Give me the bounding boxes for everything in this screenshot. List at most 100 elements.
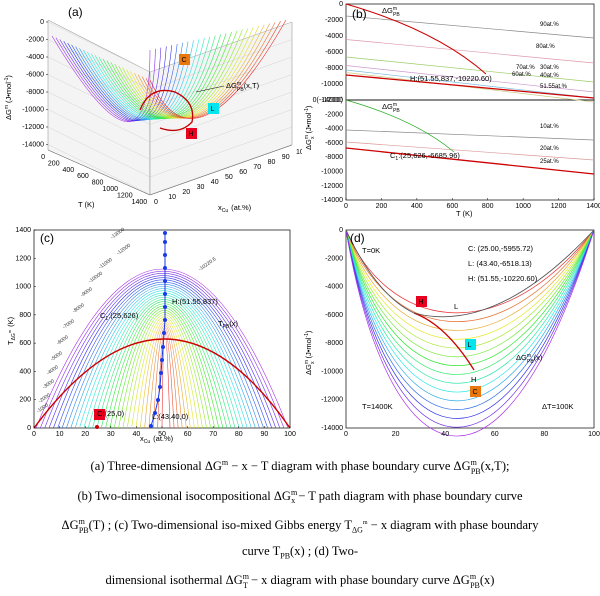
contour-value-label: -8000 [72, 302, 86, 314]
grid-line [149, 91, 293, 143]
bottom-y-tick: -2000 [325, 111, 343, 118]
panel-c: 0 200 400 600 800 1000 1200 1400 0 10 20 30 40 50 60 70… [6, 227, 296, 445]
panel-c-l-label: L:(43.40,0) [152, 412, 189, 421]
y-tick: 800 [19, 312, 31, 319]
top-y-tick: -10000 [321, 81, 343, 88]
series-line-top [345, 72, 595, 103]
isotherm-curve [345, 229, 595, 410]
isotherm-curve [345, 229, 595, 393]
isotherm-curve [345, 229, 595, 366]
bottom-y-tick: -10000 [321, 169, 343, 176]
svg-text:H: H [419, 299, 424, 306]
t-tick-label: 800 [92, 180, 104, 187]
panel-d-label: (d) [350, 231, 365, 245]
contour-line [100, 301, 228, 429]
t-tick-label: 400 [63, 167, 75, 174]
t-tick-label: 200 [48, 160, 60, 167]
z-tick-label: -10000 [22, 107, 44, 114]
panel-c-c1-label: C1:(25,626) [100, 311, 139, 322]
caption-line-4: curve TPB(x) ; (d) Two- [241, 543, 359, 561]
phase-boundary-bottom [345, 99, 455, 153]
bottom-y-tick: -4000 [325, 126, 343, 133]
panel-c-tpb-label: TPB(x) [218, 319, 239, 330]
isotherm-curve [345, 229, 595, 384]
panel-d-c-coord: C: (25.00,-5955.72) [468, 244, 534, 253]
t-tick-label: 1200 [117, 192, 133, 199]
grid-line [47, 21, 151, 73]
panel-d: 0-2000-4000-6000-8000-10000-12000-140000… [304, 227, 600, 438]
x-tick: 40 [133, 431, 141, 438]
contour-value-label: -5000 [50, 350, 64, 362]
x-tick: 0 [32, 431, 36, 438]
min-path-point [163, 253, 167, 257]
x-tick: 200 [376, 203, 388, 210]
panel-d-dt-label: ΔT=100K [542, 402, 574, 411]
y-tick: 400 [19, 368, 31, 375]
contour-value-label: -3000 [42, 378, 56, 390]
t-tick-label: 0 [41, 154, 45, 161]
panel-b-top-curve-label: ΔGm PB [382, 6, 400, 18]
x-tick: 60 [491, 431, 499, 438]
y-tick: -4000 [325, 284, 343, 291]
panel-b-label: (b) [352, 7, 367, 21]
series-label-bottom: 20at.% [540, 146, 559, 152]
surface-line [67, 42, 173, 121]
svg-text:C: C [473, 389, 478, 396]
x-tick: 70 [209, 431, 217, 438]
series-line-bottom [345, 129, 595, 141]
panel-b-y-axis-label: ΔGmx(J•mol-1) [304, 105, 316, 150]
panel-d-h-text: H [471, 375, 476, 384]
isotherm-curve [345, 229, 595, 349]
phase-boundary-curve [139, 89, 194, 132]
min-path-point [161, 345, 165, 349]
y-tick: -6000 [325, 312, 343, 319]
contour-line [44, 273, 281, 429]
y-tick: 0 [339, 227, 343, 234]
grid-line [47, 126, 151, 178]
x-tick: 1200 [551, 203, 567, 210]
z-tick-label: -14000 [22, 142, 44, 149]
caption-line-2: (b) Two-dimensional isocompositional ΔGm… [77, 487, 523, 506]
isotherm-curve [345, 229, 595, 340]
contour-value-label: -10000 [88, 271, 104, 285]
panel-a-z-axis-label: ΔGm(J•mol-1) [4, 75, 13, 120]
grid-line [47, 109, 151, 160]
panel-d-y-axis-label: ΔGmx(J•mol-1) [304, 330, 316, 375]
panel-b-c1-point-label: C1:(25,626,-6685.96) [390, 151, 460, 162]
top-y-tick: -6000 [325, 49, 343, 56]
surface-line [55, 37, 156, 122]
isotherm-curve [345, 229, 595, 358]
series-line-top [345, 69, 595, 99]
marker-c-point-icon [94, 409, 105, 420]
y-tick: -10000 [321, 368, 343, 375]
z-tick-label: -4000 [26, 54, 44, 61]
c-point [95, 425, 99, 429]
contour-value-label: -9000 [80, 286, 94, 298]
series-label-bottom: 25at.% [540, 159, 559, 165]
z-tick-label: 0 [40, 19, 44, 26]
z-tick-label: -2000 [26, 37, 44, 44]
x-tick: 50 [158, 431, 166, 438]
min-path-point [163, 292, 167, 296]
y-tick: -8000 [325, 340, 343, 347]
svg-text:L: L [211, 106, 215, 113]
grid-line [149, 109, 293, 160]
t-tick-label: 600 [77, 173, 89, 180]
svg-text:H: H [189, 131, 194, 138]
surface-line [71, 43, 178, 121]
series-line-bottom [345, 141, 595, 161]
panel-c-label: (c) [40, 231, 54, 245]
panel-d-t1400-label: T=1400K [362, 402, 393, 411]
contour-line [40, 270, 285, 429]
x-tick-label: 90 [282, 154, 290, 161]
x-tick: 30 [107, 431, 115, 438]
y-tick: -14000 [321, 425, 343, 432]
series-label-top: 60at.% [512, 72, 531, 78]
x-tick-label: 30 [197, 184, 205, 191]
x-tick: 60 [184, 431, 192, 438]
isotherm-curve [345, 229, 595, 314]
contour-value-label: -13000 [110, 227, 126, 241]
figure-caption: (a) Three-dimensional ΔGm − x − T diagra… [0, 452, 600, 596]
surface-line [75, 42, 183, 121]
isotherm-curve [345, 229, 595, 428]
